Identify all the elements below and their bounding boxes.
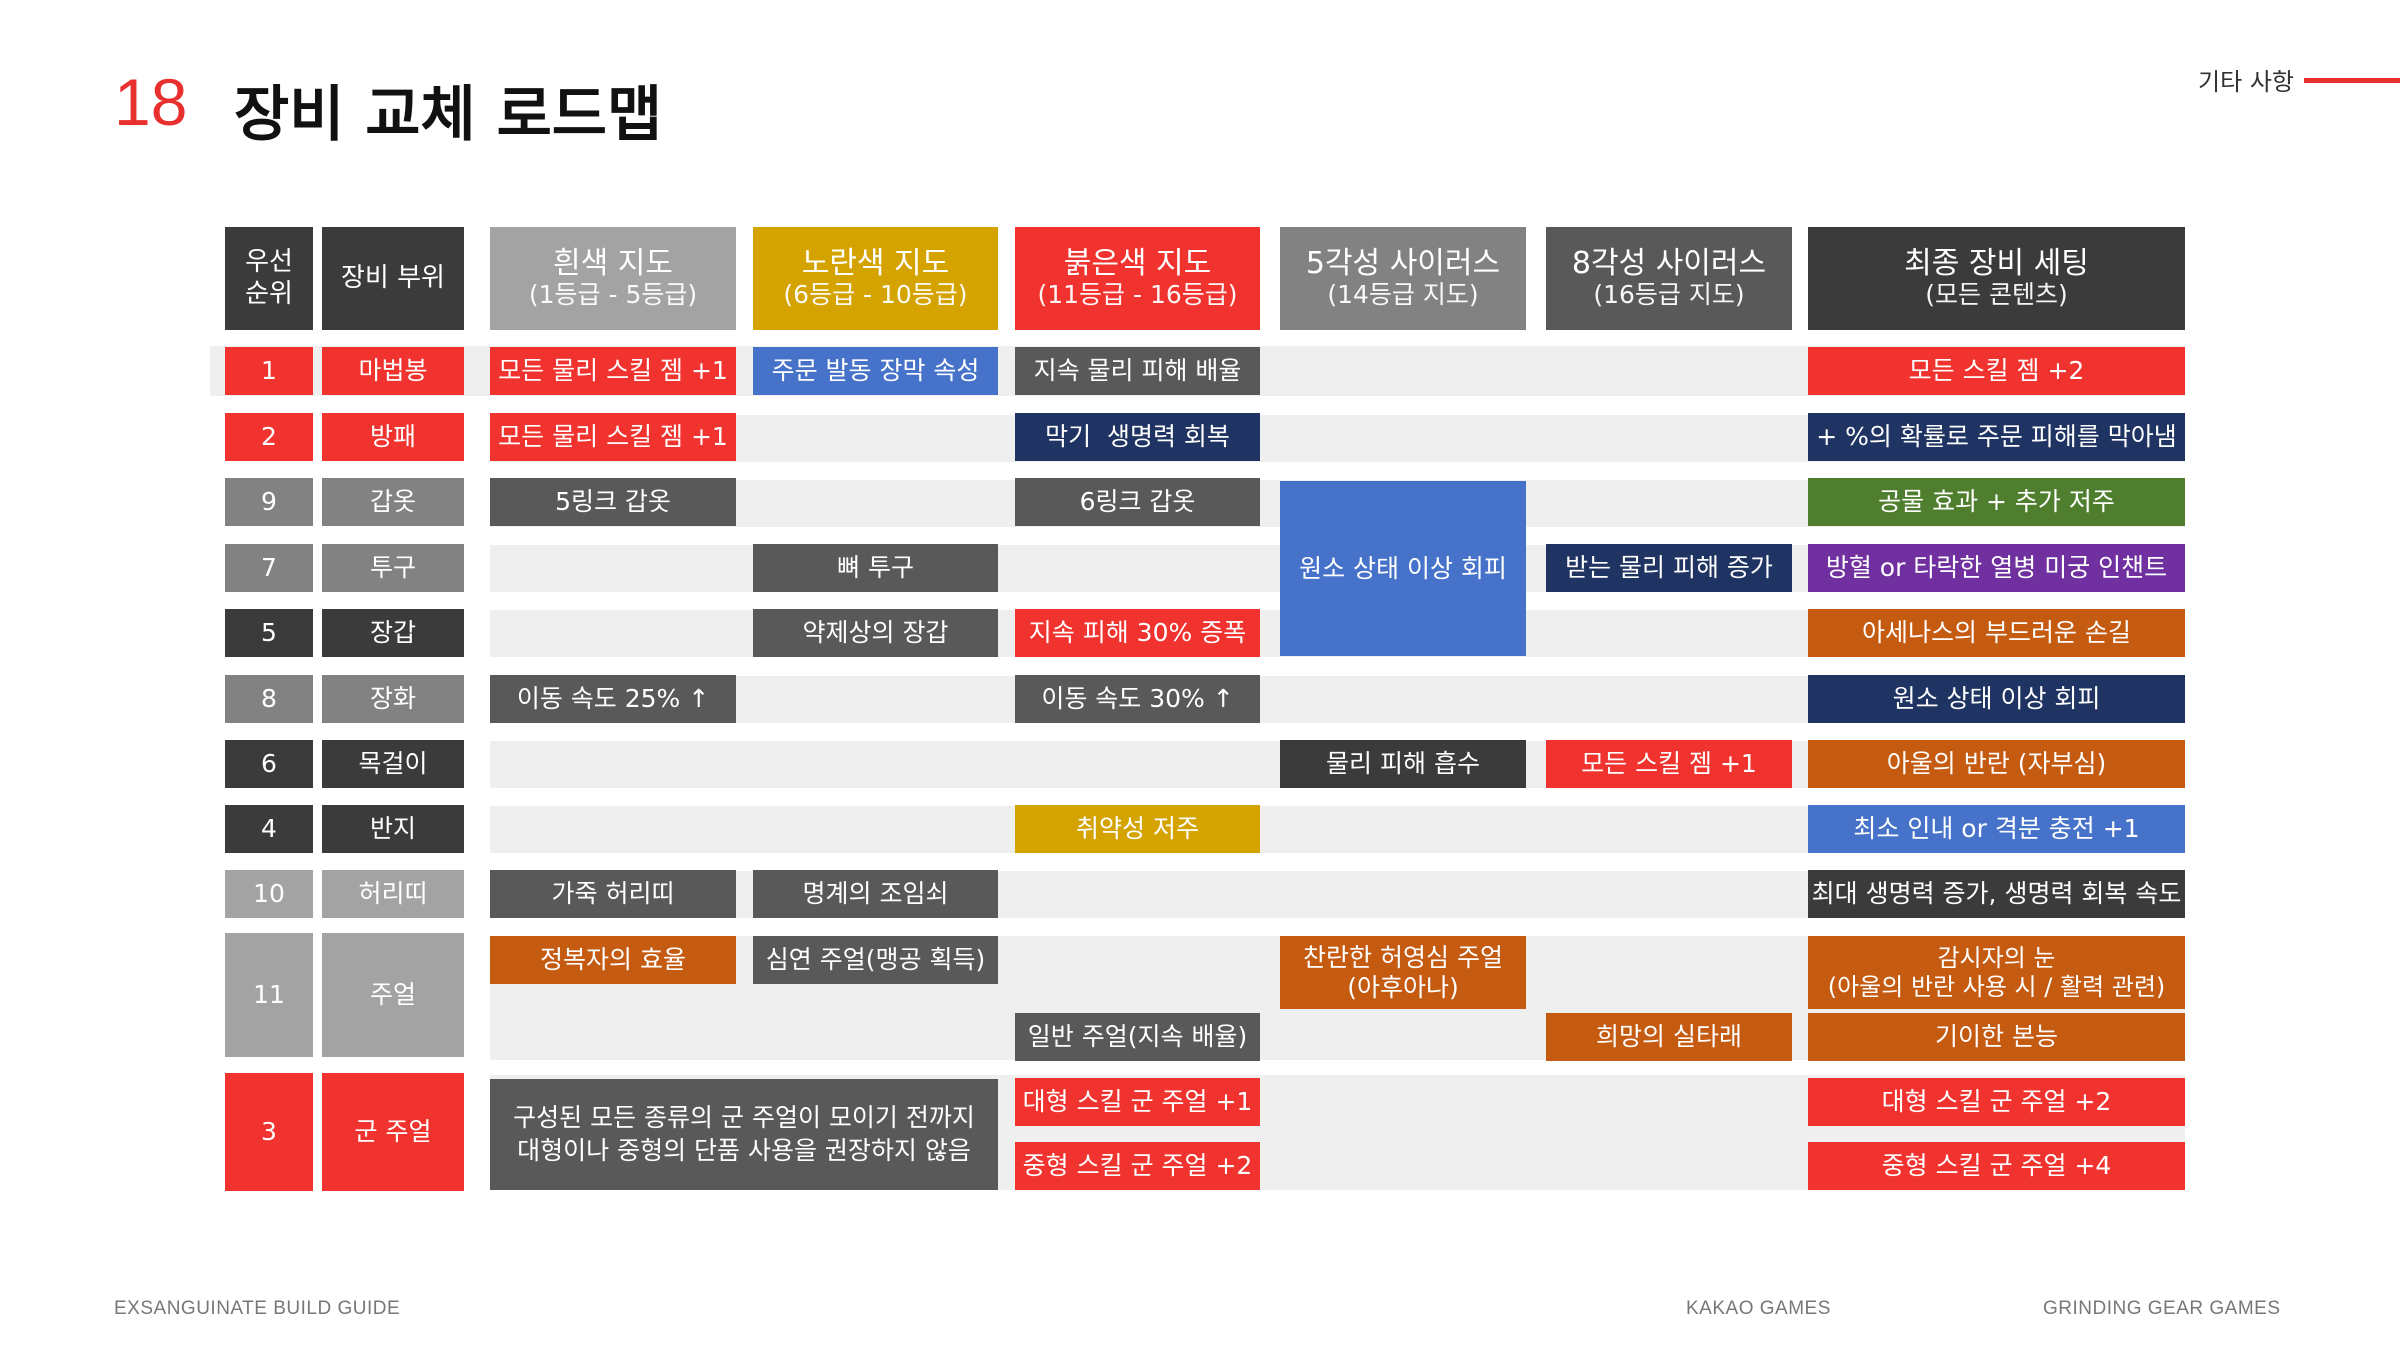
footer-guide-title: EXSANGUINATE BUILD GUIDE: [114, 1298, 401, 1319]
white-map-cell: 정복자의 효율: [490, 936, 736, 984]
header-yellow-map-title: 노란색 지도: [801, 245, 950, 281]
slot-cell: 주얼: [322, 933, 464, 1057]
sirus-5-cell: 찬란한 허영심 주얼 (아후아나): [1280, 936, 1526, 1009]
priority-cell: 9: [225, 478, 313, 526]
slot-cell: 반지: [322, 805, 464, 853]
header-red-map: 붉은색 지도 (11등급 - 16등급): [1015, 227, 1260, 330]
final-cell: 기이한 본능: [1808, 1013, 2185, 1061]
footer-developer: GRINDING GEAR GAMES: [2043, 1298, 2281, 1319]
header-final: 최종 장비 세팅 (모든 콘텐츠): [1808, 227, 2185, 330]
priority-cell: 7: [225, 544, 313, 592]
yellow-map-cell: 명계의 조임쇠: [753, 870, 998, 918]
section-accent-line: [2304, 78, 2400, 83]
footer-publisher: KAKAO GAMES: [1686, 1298, 1831, 1319]
slide-number: 18: [114, 65, 188, 139]
section-label: 기타 사항: [2198, 68, 2294, 96]
red-map-cell: 막기 생명력 회복: [1015, 413, 1260, 461]
final-cell: 방혈 or 타락한 열병 미궁 인챈트: [1808, 544, 2185, 592]
priority-cell: 5: [225, 609, 313, 657]
red-map-cell: 대형 스킬 군 주얼 +1: [1015, 1078, 1260, 1126]
priority-cell: 11: [225, 933, 313, 1057]
red-map-cell: 일반 주얼(지속 배율): [1015, 1013, 1260, 1061]
sirus-8-cell: 희망의 실타래: [1546, 1013, 1792, 1061]
red-map-cell: 이동 속도 30% ↑: [1015, 675, 1260, 723]
final-cell: 원소 상태 이상 회피: [1808, 675, 2185, 723]
final-cell: 감시자의 눈 (아울의 반란 사용 시 / 활력 관련): [1808, 936, 2185, 1009]
final-cell: 중형 스킬 군 주얼 +4: [1808, 1142, 2185, 1190]
header-white-map: 흰색 지도 (1등급 - 5등급): [490, 227, 736, 330]
priority-cell: 10: [225, 870, 313, 918]
red-map-cell: 지속 물리 피해 배율: [1015, 347, 1260, 395]
priority-cell: 4: [225, 805, 313, 853]
header-yellow-map-sub: (6등급 - 10등급): [783, 280, 968, 310]
header-sirus-8-title: 8각성 사이러스: [1571, 245, 1767, 281]
slot-cell: 투구: [322, 544, 464, 592]
header-red-map-title: 붉은색 지도: [1063, 245, 1212, 281]
white-map-cell: 5링크 갑옷: [490, 478, 736, 526]
priority-cell: 6: [225, 740, 313, 788]
priority-cell: 1: [225, 347, 313, 395]
slot-cell: 군 주얼: [322, 1073, 464, 1191]
sirus-8-cell: 모든 스킬 젬 +1: [1546, 740, 1792, 788]
slot-cell: 장화: [322, 675, 464, 723]
header-sirus-8: 8각성 사이러스 (16등급 지도): [1546, 227, 1792, 330]
red-map-cell: 중형 스킬 군 주얼 +2: [1015, 1142, 1260, 1190]
header-final-title: 최종 장비 세팅: [1904, 245, 2089, 281]
white-map-cell: 이동 속도 25% ↑: [490, 675, 736, 723]
final-cell: 대형 스킬 군 주얼 +2: [1808, 1078, 2185, 1126]
header-sirus-8-sub: (16등급 지도): [1593, 280, 1745, 310]
final-cell: 아세나스의 부드러운 손길: [1808, 609, 2185, 657]
slot-cell: 장갑: [322, 609, 464, 657]
header-white-map-title: 흰색 지도: [553, 245, 673, 281]
slot-cell: 목걸이: [322, 740, 464, 788]
red-map-cell: 취약성 저주: [1015, 805, 1260, 853]
header-white-map-sub: (1등급 - 5등급): [528, 280, 698, 310]
sirus-5-cell: 물리 피해 흡수: [1280, 740, 1526, 788]
red-map-cell: 지속 피해 30% 증폭: [1015, 609, 1260, 657]
slot-cell: 방패: [322, 413, 464, 461]
priority-cell: 8: [225, 675, 313, 723]
header-yellow-map: 노란색 지도 (6등급 - 10등급): [753, 227, 998, 330]
final-cell: 최대 생명력 증가, 생명력 회복 속도: [1808, 870, 2185, 918]
yellow-map-cell: 뼈 투구: [753, 544, 998, 592]
header-priority: 우선 순위: [225, 227, 313, 330]
header-sirus-5-title: 5각성 사이러스: [1305, 245, 1501, 281]
slot-cell: 마법봉: [322, 347, 464, 395]
final-cell: 모든 스킬 젬 +2: [1808, 347, 2185, 395]
white-yellow-merged-cell: 구성된 모든 종류의 군 주얼이 모이기 전까지 대형이나 중형의 단품 사용을…: [490, 1079, 998, 1190]
white-map-cell: 모든 물리 스킬 젬 +1: [490, 413, 736, 461]
header-sirus-5: 5각성 사이러스 (14등급 지도): [1280, 227, 1526, 330]
header-sirus-5-sub: (14등급 지도): [1327, 280, 1479, 310]
yellow-map-cell: 약제상의 장갑: [753, 609, 998, 657]
priority-cell: 2: [225, 413, 313, 461]
slot-cell: 갑옷: [322, 478, 464, 526]
header-slot: 장비 부위: [322, 227, 464, 330]
red-map-cell: 6링크 갑옷: [1015, 478, 1260, 526]
yellow-map-cell: 심연 주얼(맹공 획득): [753, 936, 998, 984]
final-cell: 최소 인내 or 격분 충전 +1: [1808, 805, 2185, 853]
final-cell: + %의 확률로 주문 피해를 막아냄: [1808, 413, 2185, 461]
sirus-8-cell: 받는 물리 피해 증가: [1546, 544, 1792, 592]
page-title: 장비 교체 로드맵: [234, 80, 663, 150]
final-cell: 아울의 반란 (자부심): [1808, 740, 2185, 788]
slot-cell: 허리띠: [322, 870, 464, 918]
header-red-map-sub: (11등급 - 16등급): [1037, 280, 1238, 310]
header-final-sub: (모든 콘텐츠): [1925, 280, 2068, 310]
white-map-cell: 모든 물리 스킬 젬 +1: [490, 347, 736, 395]
priority-cell: 3: [225, 1073, 313, 1191]
sirus-5-merged-cell: 원소 상태 이상 회피: [1280, 481, 1526, 656]
white-map-cell: 가죽 허리띠: [490, 870, 736, 918]
yellow-map-cell: 주문 발동 장막 속성: [753, 347, 998, 395]
final-cell: 공물 효과 + 추가 저주: [1808, 478, 2185, 526]
